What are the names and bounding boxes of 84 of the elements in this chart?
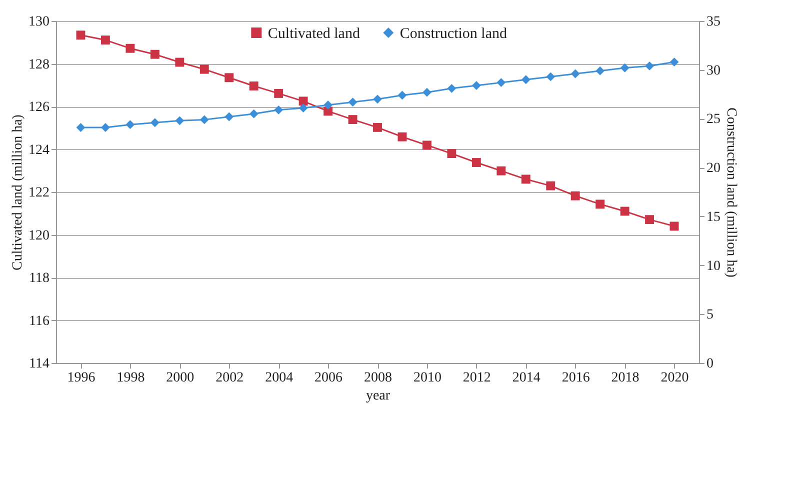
x-tick-label: 2006	[314, 370, 343, 386]
y2-tick-label: 30	[706, 63, 720, 78]
point	[126, 120, 135, 130]
point	[546, 72, 556, 82]
y-tick-label: 114	[29, 356, 50, 372]
point	[298, 96, 308, 106]
y2-tick-label: 35	[706, 14, 720, 30]
y2-tick-label: 20	[706, 161, 720, 176]
point	[521, 174, 530, 184]
legend-label: Construction land	[400, 26, 508, 42]
x-tick-label: 1996	[67, 370, 96, 386]
point	[373, 122, 382, 132]
y-tick-label: 122	[28, 186, 50, 200]
point	[298, 103, 308, 112]
point	[472, 81, 481, 90]
point	[596, 66, 605, 76]
point	[249, 82, 258, 90]
y-tick-label: 120	[28, 228, 50, 244]
x-tick-label: 2010	[413, 370, 442, 386]
point	[175, 116, 184, 126]
point	[100, 36, 110, 44]
y2-axis-title: Construction land (million ha)	[724, 108, 738, 278]
point	[373, 94, 382, 104]
legend-label: Cultivated land	[268, 26, 360, 42]
point	[224, 73, 234, 82]
x-tick-label: 2012	[462, 370, 491, 386]
point	[472, 158, 481, 167]
x-tick-label: 2020	[660, 370, 689, 386]
point	[645, 215, 654, 224]
x-tick-label: 2008	[364, 370, 392, 386]
x-tick-label: 2000	[166, 370, 194, 386]
point	[422, 140, 432, 150]
point	[150, 118, 160, 128]
point	[670, 58, 679, 67]
point	[447, 84, 456, 93]
point	[596, 200, 605, 209]
point	[274, 105, 284, 114]
x-tick-label: 2014	[512, 370, 540, 386]
point	[570, 191, 580, 200]
point	[100, 123, 110, 132]
x-tick-label: 2018	[611, 370, 640, 386]
x-tick-label: 2002	[216, 370, 244, 386]
y2-tick-label: 25	[706, 112, 720, 128]
point	[398, 90, 407, 100]
point	[324, 100, 333, 110]
point	[348, 115, 358, 124]
point	[150, 50, 160, 59]
point	[348, 98, 358, 107]
point	[645, 61, 654, 70]
y2-tick-label: 15	[706, 210, 720, 225]
y-tick-label: 128	[28, 57, 50, 72]
x-tick-label: 2016	[562, 370, 590, 386]
point	[76, 123, 86, 132]
point	[620, 206, 630, 216]
point	[76, 30, 86, 40]
point	[447, 149, 456, 158]
point	[546, 181, 556, 190]
point	[521, 75, 530, 84]
point	[274, 88, 284, 98]
point	[398, 132, 407, 142]
y-axis-title: Cultivated land (million ha)	[10, 114, 26, 270]
point	[620, 63, 630, 72]
y-tick-label: 116	[29, 314, 50, 329]
point	[200, 64, 209, 74]
y2-tick-label: 0	[706, 356, 714, 372]
point	[249, 109, 258, 118]
point	[175, 58, 184, 67]
point	[670, 222, 679, 231]
x-tick-label: 1998	[116, 370, 145, 386]
point	[422, 88, 432, 97]
x-axis-title: year	[366, 388, 390, 404]
point	[496, 78, 506, 88]
y2-tick-label: 10	[706, 258, 720, 274]
point	[200, 115, 209, 124]
x-tick-label: 2004	[265, 370, 294, 386]
y-tick-label: 126	[28, 100, 50, 115]
y-tick-label: 124	[28, 142, 50, 158]
point	[496, 166, 506, 176]
point	[570, 69, 580, 78]
y2-tick-label: 5	[706, 308, 714, 323]
point	[126, 44, 135, 53]
y-tick-label: 130	[28, 14, 50, 30]
y-tick-label: 118	[29, 271, 50, 286]
point	[224, 112, 234, 122]
